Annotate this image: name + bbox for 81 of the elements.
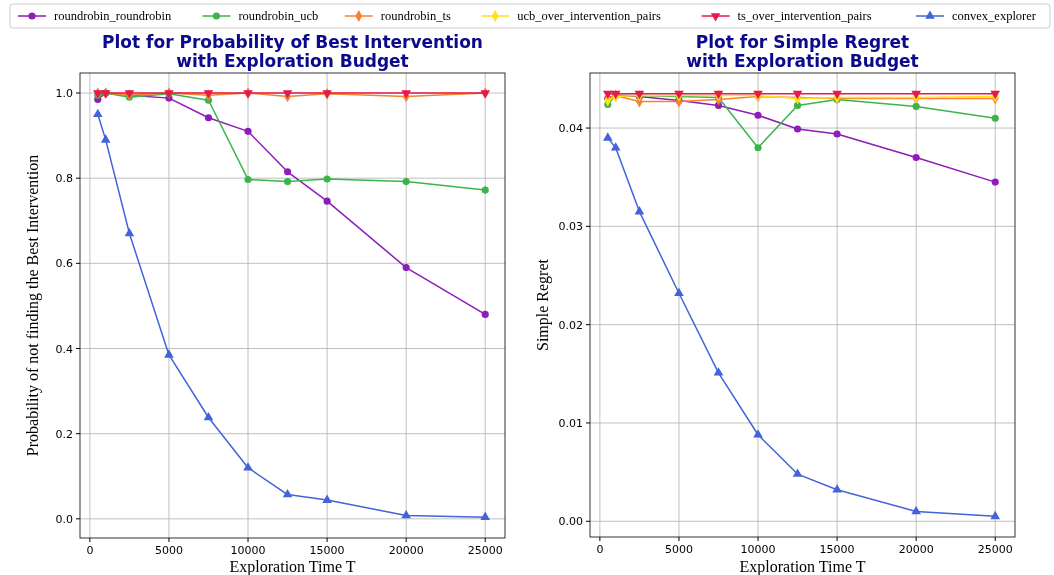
point — [911, 505, 921, 515]
y-tick-label: 0.8 — [55, 172, 73, 186]
point — [991, 178, 999, 186]
point — [481, 186, 489, 194]
point — [92, 108, 103, 118]
y-tick-label: 0.0 — [55, 512, 73, 526]
legend-label: ucb_over_intervention_pairs — [517, 9, 662, 23]
x-tick-label: 20000 — [898, 543, 934, 556]
x-tick-label: 25000 — [467, 544, 503, 557]
x-tick-label: 10000 — [740, 543, 776, 556]
y-tick-label: 0.01 — [558, 416, 583, 430]
y-tick-label: 0.02 — [558, 318, 583, 332]
x-tick-label: 15000 — [309, 544, 345, 557]
chart-title: Plot for Simple Regret with Exploration Budget — [686, 32, 919, 71]
point — [322, 494, 332, 503]
point — [323, 175, 331, 183]
legend-label: ts_over_intervention_pairs — [737, 9, 872, 23]
point — [912, 102, 920, 110]
point — [282, 90, 293, 99]
point — [401, 90, 411, 99]
point — [754, 144, 762, 152]
point — [244, 175, 252, 184]
y-tick-label: 0.04 — [558, 122, 583, 136]
y-tick-label: 0.6 — [55, 257, 73, 271]
x-tick-label: 10000 — [230, 544, 266, 557]
x-tick-label: 5000 — [154, 544, 183, 557]
point — [100, 134, 111, 143]
y-axis-title: Probability of not finding the Best Intervention — [24, 154, 42, 457]
point — [792, 90, 803, 100]
point — [911, 90, 921, 100]
x-tick-label: 0 — [86, 544, 94, 557]
point — [203, 411, 214, 421]
point — [243, 462, 253, 471]
point — [912, 153, 920, 162]
point — [793, 125, 802, 133]
point — [164, 349, 174, 358]
point — [832, 484, 842, 493]
legend-label: roundrobin_ucb — [238, 9, 319, 23]
point — [402, 178, 410, 186]
x-tick-label: 15000 — [819, 543, 855, 556]
x-axis-title: Exploration Time T — [229, 558, 356, 575]
legend-label: roundrobin_ts — [380, 9, 452, 23]
legend-label: convex_explorer — [952, 9, 1037, 23]
x-tick-label: 5000 — [664, 543, 693, 556]
point — [634, 206, 645, 215]
point — [480, 511, 491, 520]
y-tick-label: 0.2 — [55, 427, 73, 441]
point — [793, 101, 802, 109]
point — [283, 168, 292, 176]
point — [282, 489, 293, 498]
point — [610, 142, 621, 151]
y-tick-label: 0.4 — [55, 342, 73, 356]
y-tick-label: 1.0 — [55, 87, 73, 101]
y-tick-label: 0.03 — [558, 220, 583, 234]
x-axis-title: Exploration Time T — [739, 558, 866, 575]
point — [602, 90, 613, 100]
point — [244, 127, 252, 135]
point — [832, 90, 842, 100]
x-tick-label: 0 — [596, 543, 604, 556]
x-tick-label: 25000 — [977, 543, 1013, 556]
point — [991, 114, 999, 122]
point — [754, 111, 762, 119]
point — [283, 178, 292, 186]
point — [792, 468, 803, 477]
point — [602, 132, 613, 141]
point — [833, 130, 841, 138]
point — [713, 367, 724, 376]
y-tick-label: 0.00 — [558, 515, 583, 529]
chart-title: Plot for Probability of Best Intervention with Exploration Budget — [102, 32, 483, 71]
x-tick-label: 20000 — [388, 544, 424, 557]
point — [323, 197, 331, 205]
legend-label: roundrobin_roundrobin — [54, 9, 173, 23]
point — [402, 264, 410, 272]
point — [204, 114, 213, 122]
y-axis-title: Simple Regret — [534, 258, 552, 351]
point — [990, 510, 1001, 520]
point — [401, 509, 411, 519]
point — [674, 287, 684, 296]
point — [481, 310, 489, 318]
point — [124, 227, 135, 237]
point — [753, 429, 763, 438]
